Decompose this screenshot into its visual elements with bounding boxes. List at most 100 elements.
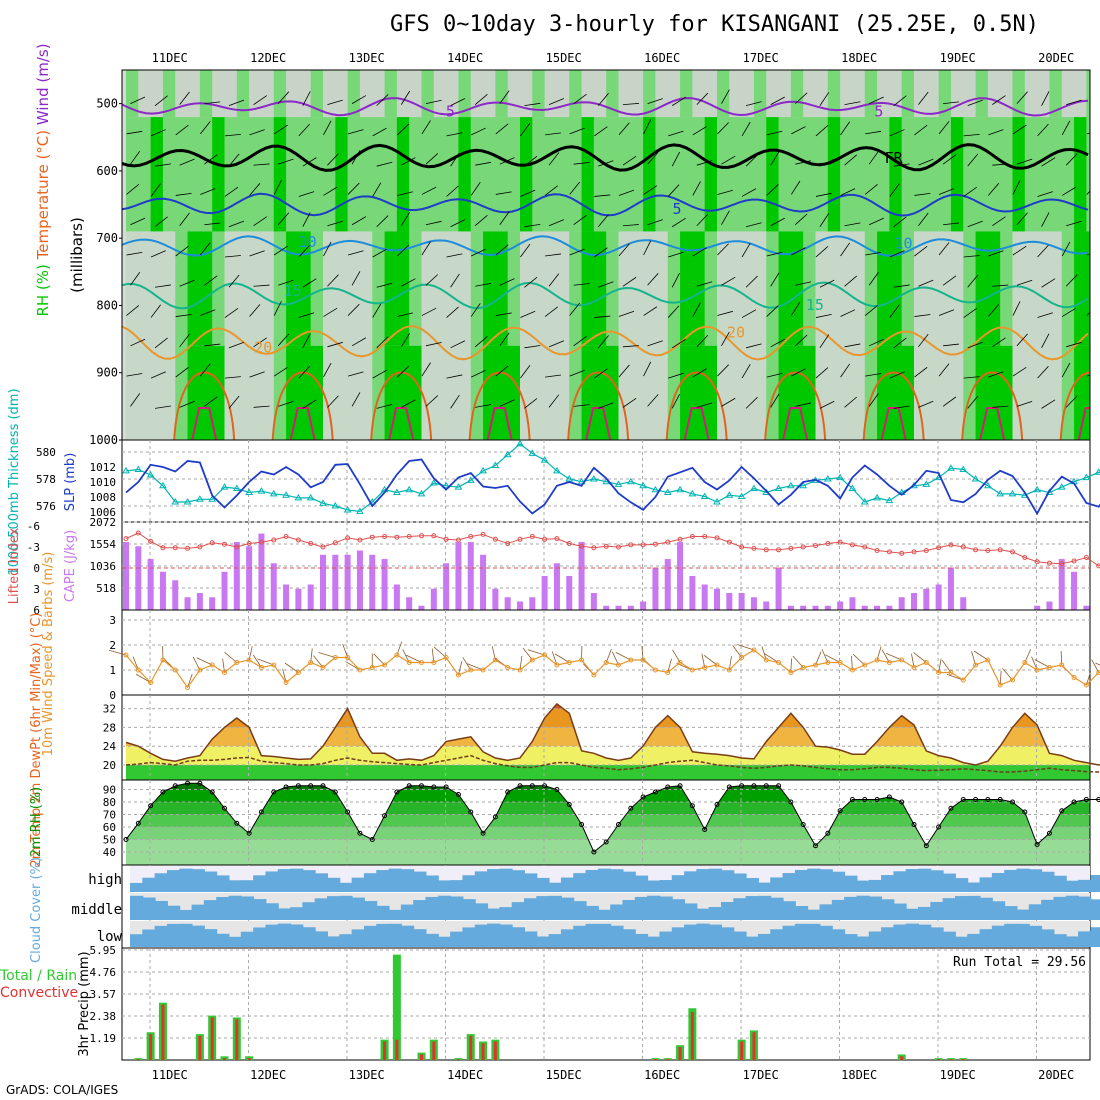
rh-cell (581, 345, 595, 440)
isotherm-label: 15 (806, 296, 824, 314)
wind-barb (470, 303, 481, 317)
wind-barb (450, 273, 460, 288)
cloud-bar (893, 871, 907, 892)
cloud-bar (1004, 869, 1018, 892)
wind-barb (421, 120, 431, 135)
data-point (1059, 662, 1065, 668)
rh-cell (606, 345, 620, 440)
wind-barb (1016, 91, 1028, 104)
wind-barb (433, 646, 447, 658)
data-point (308, 783, 314, 789)
rh-cell (249, 345, 263, 440)
cloud-bar (1016, 868, 1030, 892)
cloud-bar (166, 870, 181, 892)
cloud-bar (130, 882, 144, 892)
data-point (628, 542, 634, 548)
cape-bar (1046, 601, 1053, 610)
cape-bar (135, 546, 142, 610)
wind-barb (1091, 338, 1100, 346)
wind-barb (372, 182, 382, 197)
data-point (529, 657, 535, 663)
wind-barb (942, 154, 957, 165)
rh-cell (1037, 345, 1051, 440)
wind-barb (795, 334, 808, 347)
rh-field (122, 70, 1100, 440)
isotherm-line (122, 192, 1089, 217)
rh-cell (409, 231, 423, 346)
data-point (172, 783, 178, 789)
rh-cell (384, 345, 398, 440)
cloud-bar (253, 899, 267, 920)
isotherm-line (782, 407, 809, 440)
data-point (676, 485, 684, 493)
wind-barb (1091, 217, 1100, 225)
rh-cell (421, 117, 435, 232)
rh-cell (1074, 345, 1088, 440)
data-point (739, 655, 745, 660)
wind-barb (1012, 366, 1027, 377)
cloud-bar (757, 895, 772, 920)
data-point (813, 843, 818, 849)
wind-barb (446, 374, 463, 379)
cloud-bar (819, 869, 833, 892)
wind-barb (988, 183, 1000, 196)
wind-barb (450, 340, 466, 349)
tick-label: 1008 (90, 491, 117, 504)
rh-cell (790, 231, 805, 346)
rh-cell (556, 345, 571, 440)
rh-cell (507, 70, 521, 118)
wind-barb (548, 394, 560, 408)
wind-barb (770, 272, 780, 287)
run-total: Run Total = 29.56 (953, 955, 1086, 970)
wind-barb (323, 186, 338, 196)
cloud-bar (757, 933, 772, 947)
wind-barb (495, 365, 509, 377)
wind-barb (668, 251, 684, 258)
cape-bar (861, 605, 868, 610)
cloud-bar (277, 869, 292, 892)
ylabel-part: Temperature (°C) (34, 125, 52, 260)
rh-cell (126, 231, 140, 346)
data-point (860, 497, 869, 505)
rh-cell (987, 117, 1002, 232)
wind-barb (1086, 253, 1090, 256)
data-point (160, 657, 166, 663)
wind-barb (200, 121, 211, 135)
rh-cell (1037, 231, 1051, 346)
tick-label: 1.19 (90, 1032, 117, 1045)
data-point (652, 541, 658, 547)
wind-barb (992, 95, 1006, 105)
wind-barb (1066, 99, 1082, 106)
tick-label: 28 (103, 721, 116, 734)
cloud-bar (154, 873, 168, 892)
cape-bar (504, 597, 511, 610)
cloud-bar (881, 927, 895, 947)
cape-bar (246, 546, 253, 610)
wind-barb (446, 185, 459, 197)
cloud-bar (487, 908, 501, 920)
rh-cell (1061, 231, 1076, 346)
rh-cell (236, 231, 251, 346)
data-point (737, 492, 746, 500)
tick-label: 70 (103, 809, 116, 822)
data-point (936, 670, 942, 675)
wind-barb (1061, 120, 1071, 136)
data-point (429, 479, 438, 486)
wind-barb (852, 653, 866, 666)
wind-barb (524, 277, 538, 288)
data-point (258, 665, 264, 670)
wind-barb (277, 333, 290, 347)
wind-barb (918, 91, 929, 105)
wind-barb (425, 274, 439, 286)
data-point (246, 541, 252, 546)
cloud-bar (130, 934, 144, 947)
rh-cell (852, 117, 866, 232)
cloud-bar (721, 927, 735, 947)
rh-cell (778, 70, 792, 118)
cape-bar (615, 605, 622, 610)
data-point (454, 483, 463, 490)
wind-barb (495, 191, 512, 195)
data-point (332, 540, 338, 546)
wind-barb (548, 219, 565, 227)
conv-bar (235, 1019, 239, 1060)
